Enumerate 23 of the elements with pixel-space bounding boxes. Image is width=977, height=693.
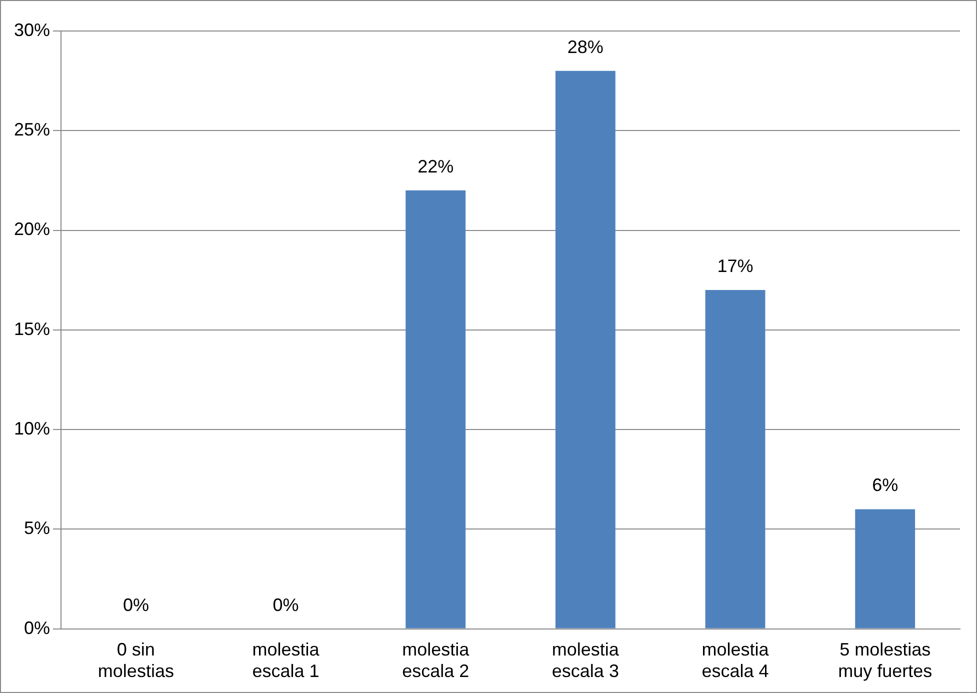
bar <box>855 509 916 628</box>
y-tick-label: 30% <box>14 20 50 40</box>
data-label: 22% <box>418 156 454 176</box>
data-label: 17% <box>717 256 754 276</box>
x-tick-label: 0 sin molestias <box>98 640 174 682</box>
x-tick-label: molestia escala 3 <box>552 640 620 682</box>
x-tick-label: molestia escala 1 <box>252 640 320 682</box>
y-tick-label: 0% <box>24 618 50 638</box>
y-tick-label: 20% <box>14 219 50 240</box>
x-tick-label: 5 molestias muy fuertes <box>838 640 932 682</box>
y-tick-label: 10% <box>14 418 50 438</box>
data-label: 6% <box>872 475 898 496</box>
x-tick-label: molestia escala 4 <box>702 640 770 682</box>
data-label: 0% <box>122 594 149 615</box>
y-tick-label: 5% <box>24 518 50 538</box>
data-label: 0% <box>272 594 299 615</box>
y-tick-label: 15% <box>14 318 50 339</box>
bar <box>555 70 616 628</box>
bar <box>406 190 466 628</box>
x-tick-label: molestia escala 2 <box>402 640 470 682</box>
data-label: 28% <box>567 36 604 57</box>
y-tick-label: 25% <box>14 120 50 140</box>
bar <box>705 290 766 628</box>
